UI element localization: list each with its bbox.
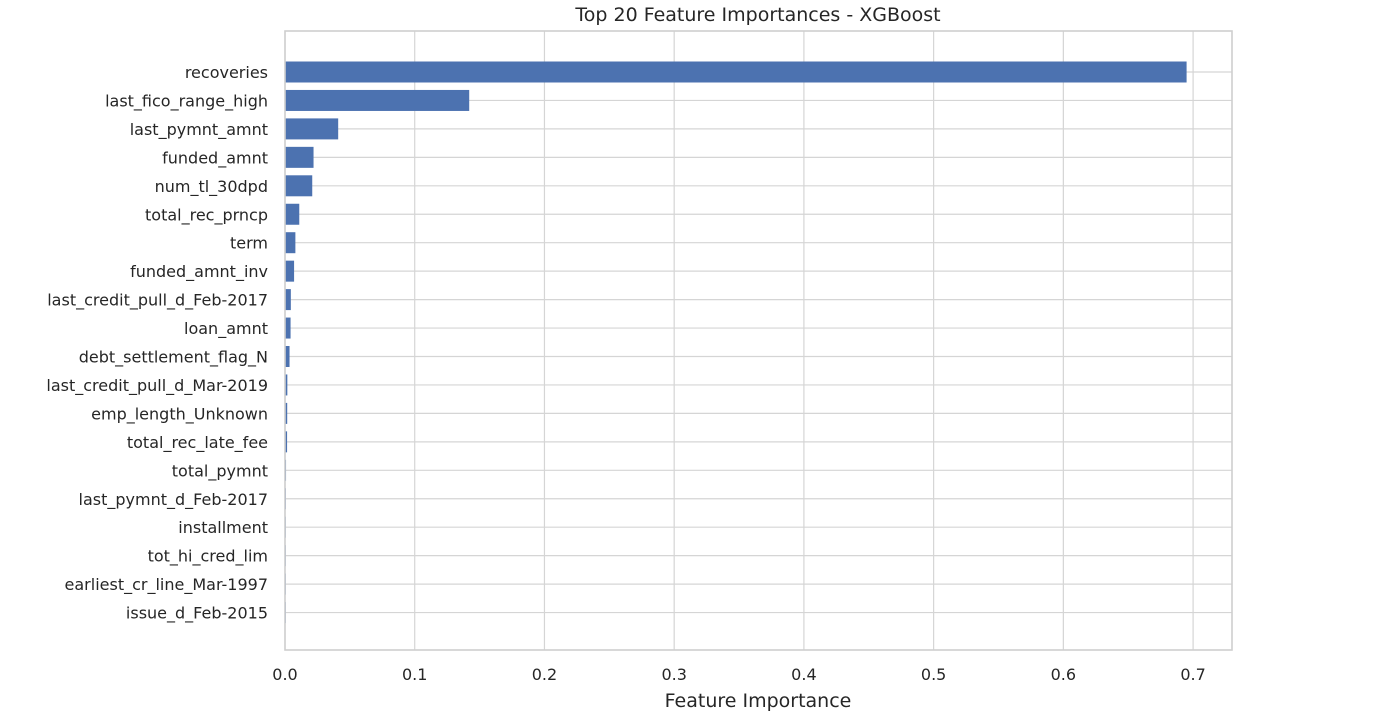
bar [285, 346, 290, 367]
y-tick-label: term [230, 234, 268, 253]
y-tick-label: last_credit_pull_d_Mar-2019 [46, 376, 268, 396]
x-tick-label: 0.2 [532, 665, 557, 684]
bar [285, 260, 295, 282]
y-tick-label: funded_amnt_inv [130, 262, 268, 282]
y-tick-label: loan_amnt [184, 319, 268, 339]
y-tick-label: issue_d_Feb-2015 [126, 604, 268, 624]
y-tick-label: last_pymnt_amnt [130, 120, 268, 140]
bar [285, 289, 291, 311]
bar [285, 232, 296, 254]
x-tick-label: 0.4 [791, 665, 816, 684]
x-tick-label: 0.3 [661, 665, 686, 684]
bars [285, 61, 1187, 624]
chart-title: Top 20 Feature Importances - XGBoost [574, 4, 940, 26]
y-tick-label: total_rec_prncp [145, 205, 268, 225]
y-tick-label: num_tl_30dpd [155, 177, 268, 197]
y-tick-label: funded_amnt [162, 148, 268, 168]
y-tick-label: last_credit_pull_d_Feb-2017 [47, 291, 268, 311]
y-tick-label: installment [178, 518, 268, 537]
x-tick-label: 0.6 [1051, 665, 1076, 684]
bar [285, 175, 313, 197]
y-tick-label: total_rec_late_fee [127, 433, 268, 453]
bar [285, 203, 300, 225]
y-tick-labels: recoveries last_fico_range_high last_pymnt… [46, 63, 268, 624]
x-tick-label: 0.0 [272, 665, 297, 684]
plot-frame [284, 30, 1233, 651]
bar [285, 317, 291, 339]
bar [285, 146, 314, 168]
bar [285, 89, 470, 111]
x-tick-label: 0.7 [1180, 665, 1205, 684]
y-tick-label: last_fico_range_high [105, 91, 268, 111]
x-tick-label: 0.5 [921, 665, 946, 684]
bar [285, 402, 288, 424]
y-tick-label: tot_hi_cred_lim [148, 547, 268, 567]
x-tick-label: 0.1 [402, 665, 427, 684]
y-tick-label: recoveries [185, 63, 268, 82]
grid-lines [284, 31, 1232, 650]
y-tick-label: total_pymnt [172, 461, 268, 481]
bar [285, 61, 1187, 83]
bar [285, 118, 339, 140]
y-tick-label: last_pymnt_d_Feb-2017 [79, 490, 268, 510]
bar [285, 431, 288, 453]
bar [285, 374, 288, 396]
x-tick-labels: 0.0 0.1 0.2 0.3 0.4 0.5 0.6 0.7 [272, 665, 1206, 684]
y-tick-label: earliest_cr_line_Mar-1997 [65, 575, 268, 595]
y-tick-label: emp_length_Unknown [91, 404, 268, 424]
x-axis-label: Feature Importance [665, 690, 852, 712]
y-tick-label: debt_settlement_flag_N [79, 348, 268, 368]
